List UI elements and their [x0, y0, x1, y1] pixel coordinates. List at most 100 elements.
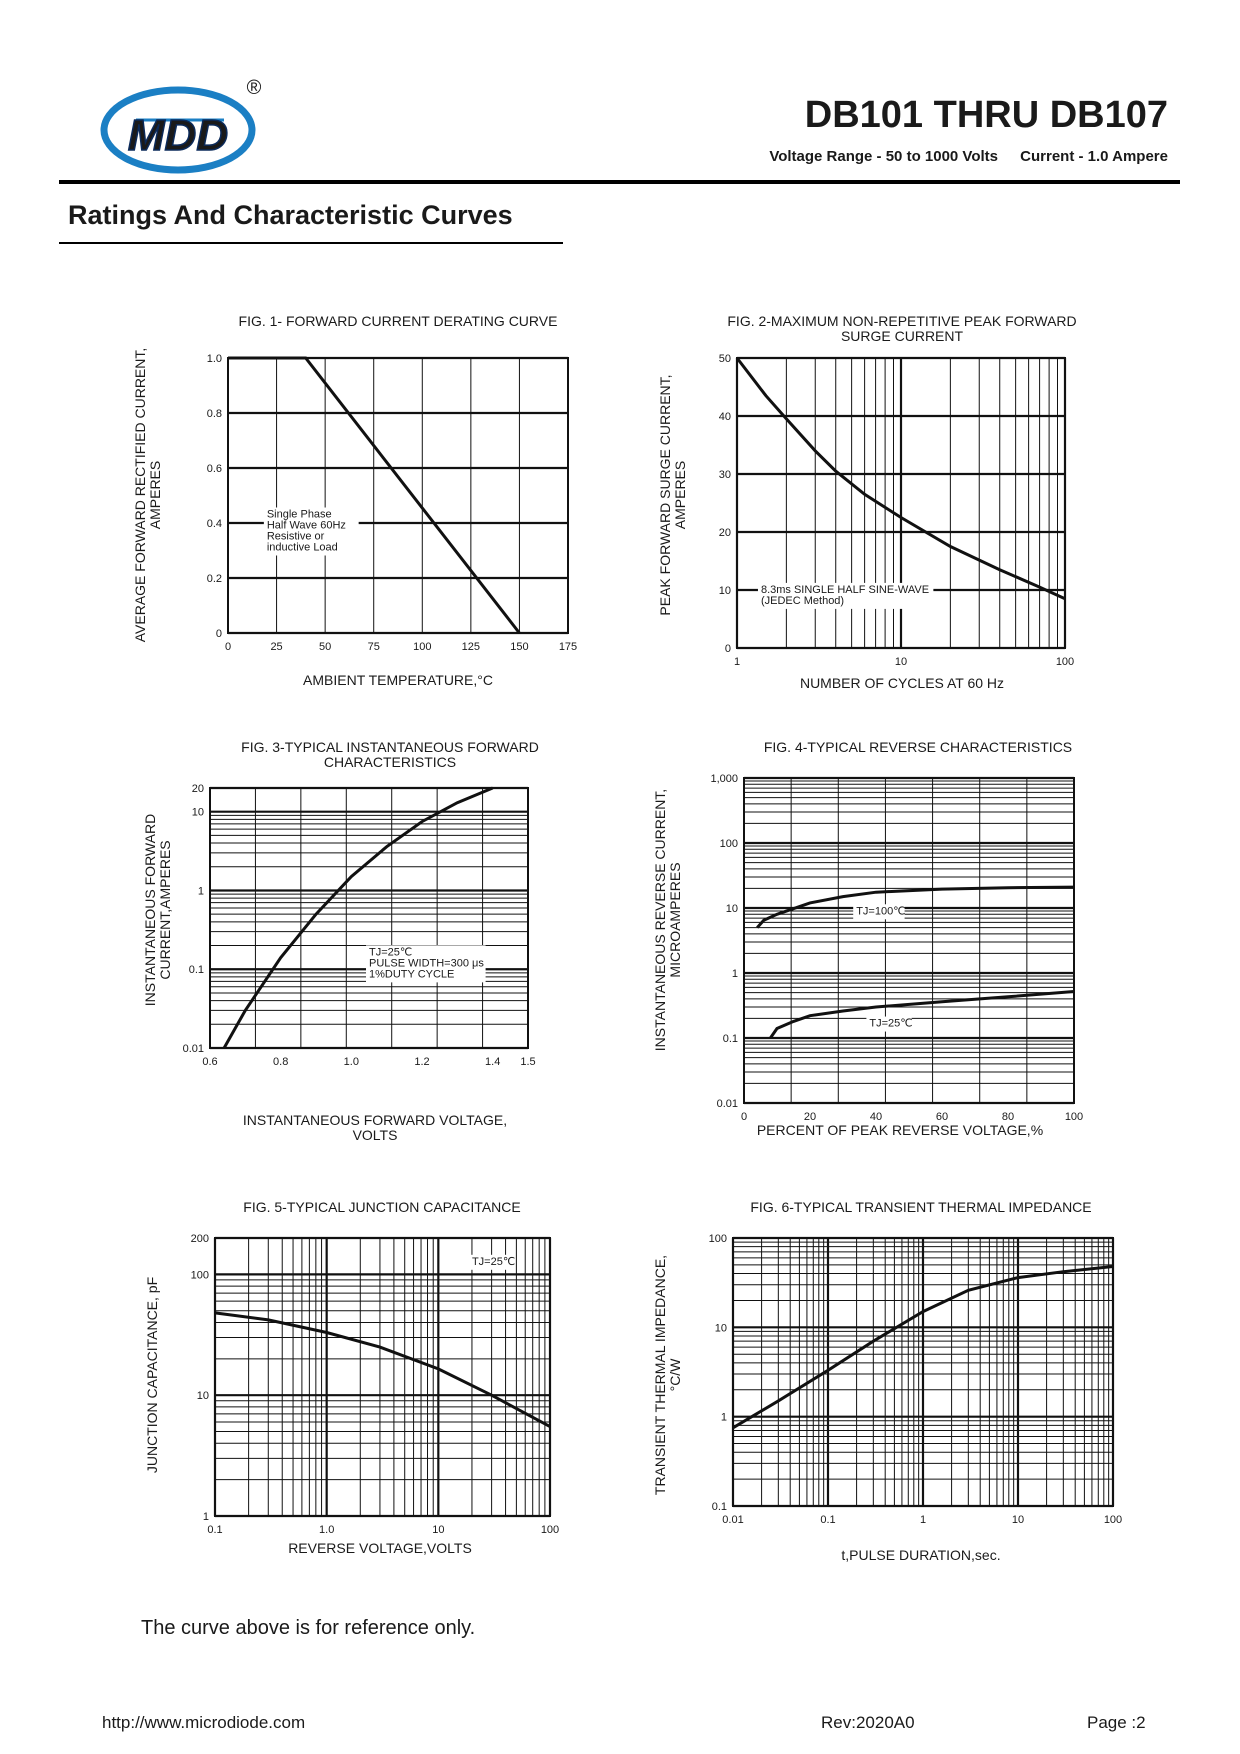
y-tick-label: 0.1 [712, 1501, 727, 1513]
y-tick-label: 50 [719, 353, 731, 365]
x-tick-label: 0.1 [820, 1514, 835, 1526]
y-tick-label: 0.01 [717, 1098, 738, 1110]
x-axis-label: AMBIENT TEMPERATURE,°C [303, 672, 493, 688]
x-axis-label: REVERSE VOLTAGE,VOLTS [288, 1540, 472, 1556]
chart-grid [228, 356, 568, 635]
y-tick-label: 100 [720, 838, 738, 850]
y-tick-label: 0.1 [189, 964, 204, 976]
y-axis-label: MICROAMPERES [667, 862, 683, 977]
y-axis-label: PEAK FORWARD SURGE CURRENT, [657, 374, 673, 615]
y-tick-label: 0.2 [207, 573, 222, 585]
x-tick-label: 1.4 [485, 1056, 500, 1068]
x-tick-label: 0.1 [207, 1524, 222, 1536]
series-line [222, 786, 494, 1049]
y-tick-label: 1 [203, 1511, 209, 1523]
y-tick-label: 0.1 [723, 1033, 738, 1045]
y-axis-label: INSTANTANEOUS FORWARD [142, 814, 158, 1006]
series-line [756, 885, 1075, 929]
x-tick-label: 100 [413, 641, 431, 653]
x-tick-label: 1.0 [344, 1056, 359, 1068]
plot-frame [209, 787, 529, 1049]
section-title: Ratings And Characteristic Curves [68, 200, 513, 230]
chart-grid [731, 1236, 1115, 1508]
plot-frame [214, 1237, 551, 1517]
y-axis-label: AMPERES [672, 461, 688, 529]
chart-fig-5: 0.1 1.0 10 100 1 10 100 200 FIG. 5-TYPICAL JUNCT… [144, 1199, 559, 1556]
chart-grid [213, 1236, 552, 1518]
annotation-bg [366, 945, 486, 983]
plot-frame [743, 777, 1075, 1104]
registered-mark: ® [247, 77, 262, 99]
x-tick-label: 100 [1056, 656, 1074, 668]
chart-title: FIG. 4-TYPICAL REVERSE CHARACTERISTICS [764, 739, 1072, 755]
annotation-text: TJ=100℃ [856, 905, 905, 917]
x-tick-label: 0.6 [202, 1056, 217, 1068]
chart-title: SURGE CURRENT [841, 328, 964, 344]
y-tick-label: 200 [191, 1233, 209, 1245]
annotation-bg [853, 904, 905, 920]
current-rating: Current - 1.0 Ampere [1020, 148, 1168, 165]
series-line [735, 357, 1066, 601]
chart-title: CHARACTERISTICS [324, 754, 456, 770]
y-tick-label: 1,000 [710, 773, 738, 785]
chart-fig-2: 1 10 100 0 10 20 30 40 50 FIG. 2-MAXIMUM NON-REPE… [657, 313, 1077, 691]
y-tick-label: 30 [719, 469, 731, 481]
footer-revision: Rev:2020A0 [821, 1713, 915, 1732]
y-tick-label: 20 [719, 527, 731, 539]
annotation-bg [866, 1016, 912, 1032]
chart-title: FIG. 1- FORWARD CURRENT DERATING CURVE [239, 313, 558, 329]
x-tick-label: 100 [1065, 1111, 1083, 1123]
annotation-text: 8.3ms SINGLE HALF SINE-WAVE [761, 584, 929, 596]
x-axis-label: INSTANTANEOUS FORWARD VOLTAGE, [243, 1112, 507, 1128]
x-tick-label: 125 [462, 641, 480, 653]
y-tick-label: 1 [732, 968, 738, 980]
x-tick-label: 40 [870, 1111, 882, 1123]
annotation-bg [263, 507, 359, 556]
y-tick-label: 100 [191, 1269, 209, 1281]
annotation-text: Half Wave 60Hz [267, 520, 346, 532]
y-tick-label: 1 [721, 1412, 727, 1424]
x-tick-label: 1.0 [319, 1524, 334, 1536]
footer-page-number: Page :2 [1087, 1713, 1146, 1732]
y-tick-label: 40 [719, 411, 731, 423]
x-tick-label: 10 [432, 1524, 444, 1536]
voltage-range: Voltage Range - 50 to 1000 Volts [769, 148, 998, 165]
header-rule [59, 180, 1180, 184]
x-tick-label: 1 [920, 1514, 926, 1526]
y-tick-label: 0 [725, 643, 731, 655]
x-tick-label: 175 [559, 641, 577, 653]
chart-title: FIG. 6-TYPICAL TRANSIENT THERMAL IMPEDAN… [750, 1199, 1091, 1215]
chart-grid [210, 786, 528, 1050]
chart-fig-1: 0 25 50 75 100 125 150 175 0 0.2 0.4 0.6 0.8 1.0 FIG. … [132, 313, 577, 688]
chart-fig-4: 0 20 40 60 80 100 0.01 0.1 1 10 100 1,000 FIG. 4-TYP… [652, 739, 1083, 1138]
x-axis-label: t,PULSE DURATION,sec. [841, 1547, 1000, 1563]
y-tick-label: 0.6 [207, 463, 222, 475]
x-tick-label: 20 [804, 1111, 816, 1123]
y-axis-label: AVERAGE FORWARD RECTIFIED CURRENT, [132, 348, 148, 643]
footer-url[interactable]: http://www.microdiode.com [102, 1713, 306, 1732]
annotation-bg [757, 582, 934, 609]
annotation-text: PULSE WIDTH=300 μs [369, 957, 484, 969]
y-tick-label: 10 [726, 903, 738, 915]
x-tick-label: 150 [510, 641, 528, 653]
y-tick-label: 10 [197, 1390, 209, 1402]
ratings-subtitle: Voltage Range - 50 to 1000 Volts Current… [769, 148, 1168, 165]
x-axis-label: VOLTS [353, 1127, 398, 1143]
y-axis-label: CURRENT,AMPERES [157, 840, 173, 979]
chart-title: FIG. 3-TYPICAL INSTANTANEOUS FORWARD [241, 739, 539, 755]
plot-frame [227, 357, 569, 634]
chart-fig-3: 0.6 0.8 1.0 1.2 1.4 1.5 0.01 0.1 1 10 20 FIG. 3-TYP… [142, 739, 539, 1143]
y-tick-label: 0.01 [183, 1043, 204, 1055]
chart-title: FIG. 2-MAXIMUM NON-REPETITIVE PEAK FORWA… [727, 313, 1076, 329]
x-tick-label: 0 [741, 1111, 747, 1123]
series-line [214, 1311, 551, 1428]
y-tick-label: 1.0 [207, 353, 222, 365]
annotation-text: 1%DUTY CYCLE [369, 968, 454, 980]
x-tick-label: 1.2 [414, 1056, 429, 1068]
x-tick-label: 0.8 [273, 1056, 288, 1068]
x-tick-label: 0.01 [722, 1514, 743, 1526]
x-tick-label: 1.5 [520, 1056, 535, 1068]
x-axis-label: PERCENT OF PEAK REVERSE VOLTAGE,% [757, 1122, 1043, 1138]
reference-note: The curve above is for reference only. [141, 1617, 476, 1639]
